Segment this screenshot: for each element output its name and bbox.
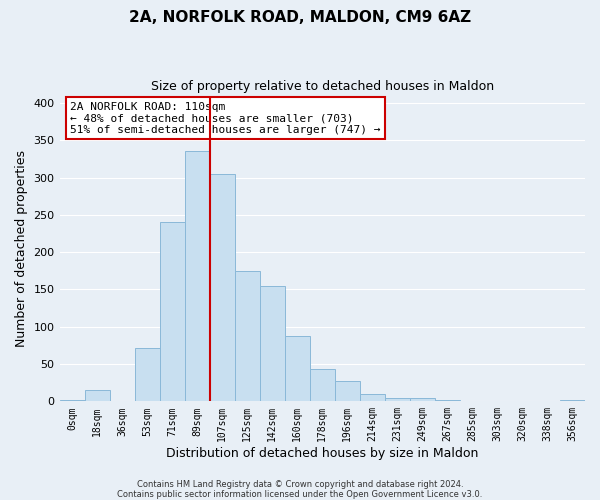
Bar [85,390,110,402]
X-axis label: Distribution of detached houses by size in Maldon: Distribution of detached houses by size … [166,447,478,460]
Text: 2A NORFOLK ROAD: 110sqm
← 48% of detached houses are smaller (703)
51% of semi-d: 2A NORFOLK ROAD: 110sqm ← 48% of detache… [70,102,380,135]
Bar [209,174,235,402]
Bar [134,348,160,402]
Text: Contains public sector information licensed under the Open Government Licence v3: Contains public sector information licen… [118,490,482,499]
Bar [410,398,435,402]
Bar [560,400,585,402]
Bar [335,381,360,402]
Bar [310,368,335,402]
Y-axis label: Number of detached properties: Number of detached properties [15,150,28,347]
Bar [435,400,460,402]
Bar [385,398,410,402]
Bar [260,286,285,402]
Bar [59,400,85,402]
Text: 2A, NORFOLK ROAD, MALDON, CM9 6AZ: 2A, NORFOLK ROAD, MALDON, CM9 6AZ [129,10,471,25]
Text: Contains HM Land Registry data © Crown copyright and database right 2024.: Contains HM Land Registry data © Crown c… [137,480,463,489]
Bar [285,336,310,402]
Bar [360,394,385,402]
Title: Size of property relative to detached houses in Maldon: Size of property relative to detached ho… [151,80,494,93]
Bar [185,152,209,402]
Bar [235,271,260,402]
Bar [160,222,185,402]
